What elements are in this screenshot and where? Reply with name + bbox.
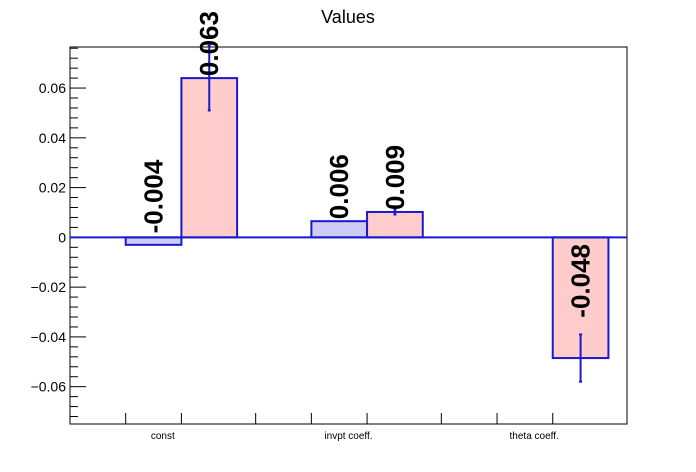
bars [124, 77, 610, 360]
error-bars [207, 44, 583, 383]
y-tick-label: 0.04 [39, 130, 66, 146]
bar [310, 220, 369, 239]
data-label: -0.004 [139, 159, 169, 233]
bar [124, 236, 183, 246]
data-label: 0.006 [324, 154, 354, 219]
y-tick-label: −0.06 [31, 379, 67, 395]
y-axis: −0.06 −0.04 −0.02 0 0.02 0.04 0.06 [31, 47, 86, 424]
bar [366, 210, 424, 239]
y-tick-label: 0.02 [39, 180, 66, 196]
y-tick-label: 0 [58, 229, 66, 245]
y-tick-label: −0.02 [31, 279, 67, 295]
data-label: -0.048 [566, 244, 596, 318]
data-labels: -0.004 0.006 0.063 0.009 -0.048 [139, 11, 596, 318]
y-tick-label: −0.04 [31, 329, 67, 345]
x-category-label: theta coeff. [510, 431, 559, 442]
x-category-label: const [151, 431, 175, 442]
y-tick-label: 0.06 [39, 80, 66, 96]
chart-title: Values [321, 7, 375, 27]
x-axis: const invpt coeff. theta coeff. [125, 413, 559, 442]
x-category-label: invpt coeff. [324, 431, 372, 442]
data-label: 0.009 [380, 145, 410, 210]
data-label: 0.063 [194, 11, 224, 76]
